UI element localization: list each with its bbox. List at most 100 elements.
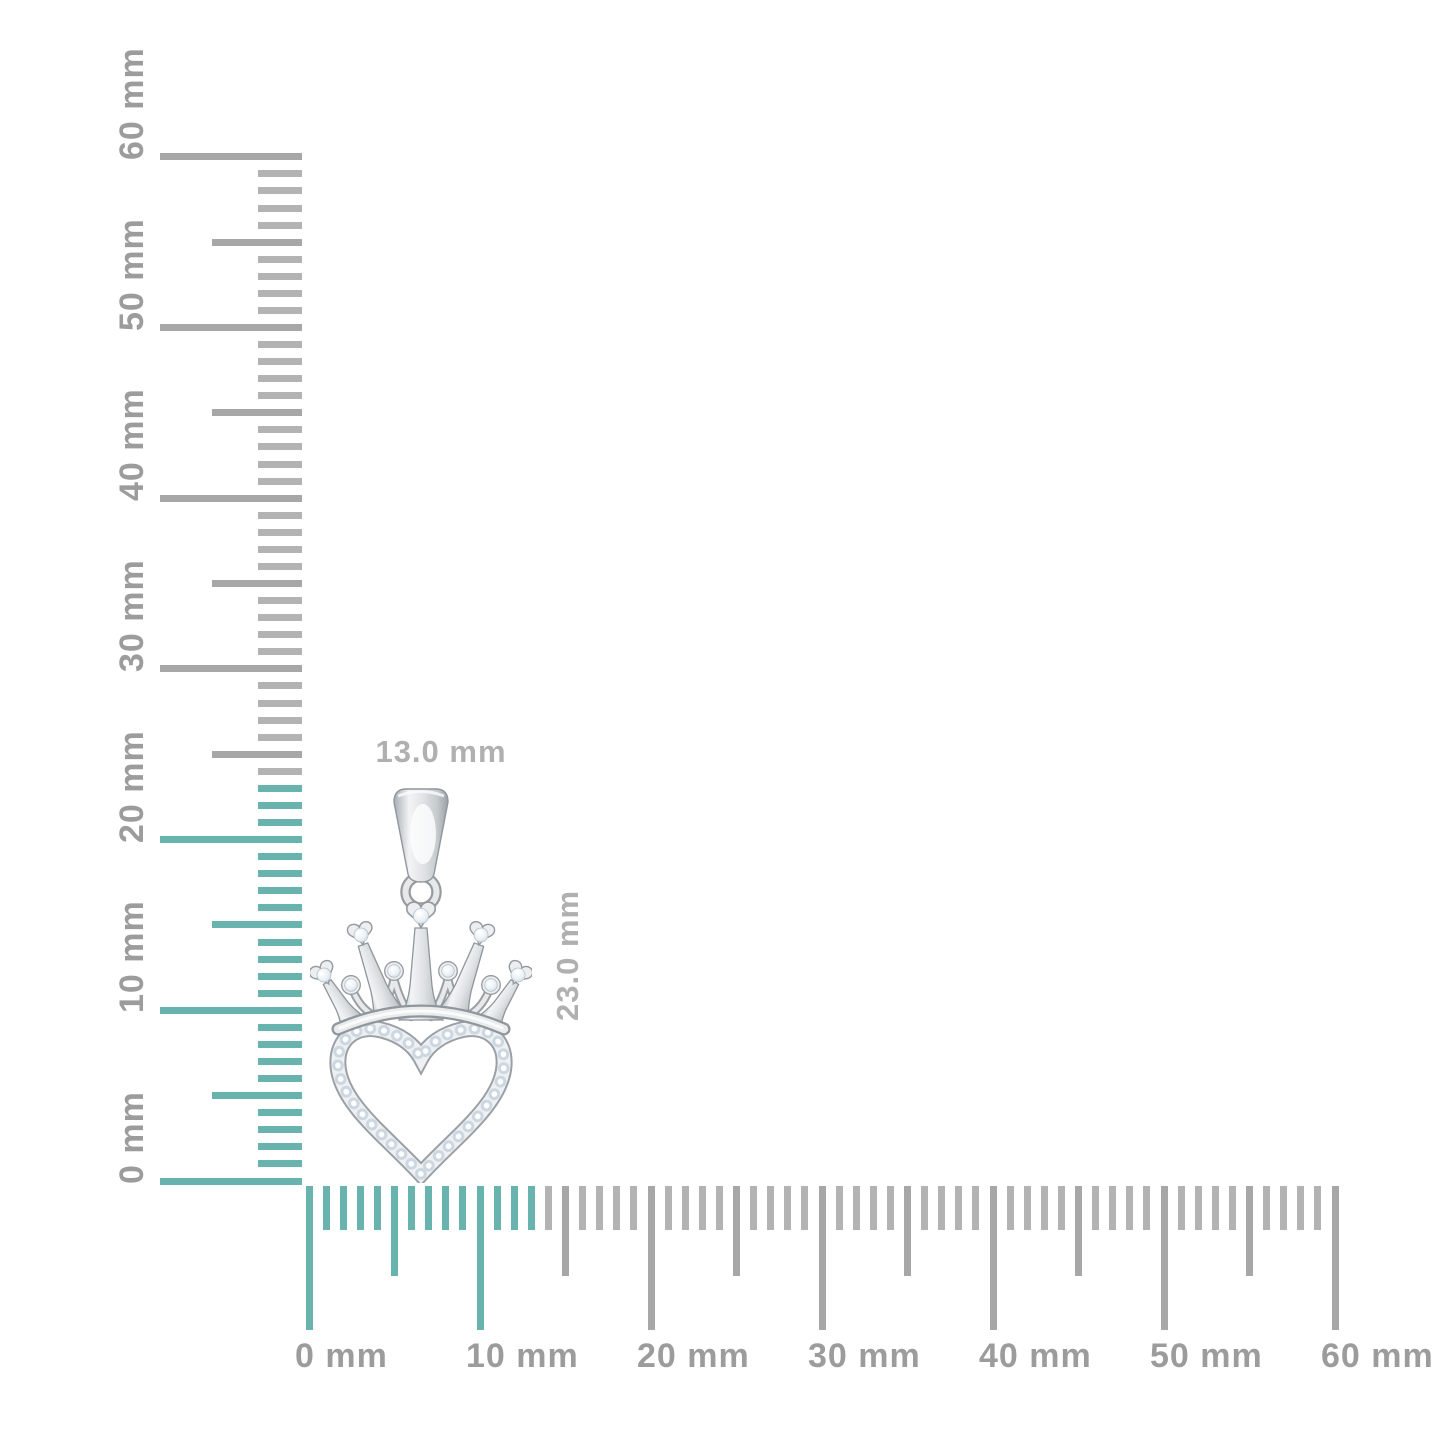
ruler-tick bbox=[750, 1186, 758, 1230]
ruler-tick bbox=[212, 238, 302, 246]
ruler-tick-highlight bbox=[527, 1186, 535, 1230]
pendant-height-label: 23.0 mm bbox=[550, 889, 585, 1021]
ruler-tick bbox=[258, 426, 302, 434]
ruler-tick bbox=[160, 324, 302, 331]
ruler-tick-highlight bbox=[160, 1006, 302, 1014]
ruler-tick bbox=[1109, 1186, 1117, 1230]
ruler-tick bbox=[258, 289, 302, 297]
ruler-tick-highlight bbox=[476, 1186, 484, 1330]
ruler-tick-highlight bbox=[258, 870, 302, 878]
ruler-tick-highlight bbox=[212, 921, 302, 929]
pendant-image bbox=[310, 788, 532, 1183]
ruler-tick bbox=[818, 1186, 826, 1330]
ruler-tick bbox=[1246, 1186, 1253, 1276]
ruler-tick bbox=[258, 716, 302, 724]
ruler-tick bbox=[258, 528, 302, 536]
ruler-tick-highlight bbox=[356, 1186, 364, 1230]
ruler-tick bbox=[698, 1186, 706, 1230]
ruler-tick bbox=[212, 580, 302, 588]
ruler-tick bbox=[1280, 1186, 1288, 1230]
ruler-tick bbox=[613, 1186, 621, 1230]
ruler-tick bbox=[869, 1186, 877, 1230]
ruler-tick bbox=[258, 341, 302, 349]
ruler-tick-highlight bbox=[258, 1058, 302, 1065]
ruler-tick bbox=[258, 631, 302, 639]
ruler-tick bbox=[544, 1186, 552, 1230]
ruler-tick-highlight bbox=[459, 1186, 467, 1230]
ruler-tick bbox=[258, 204, 302, 212]
ruler-tick-highlight bbox=[160, 1177, 302, 1185]
ruler-tick bbox=[1314, 1186, 1322, 1230]
ruler-tick bbox=[258, 170, 302, 178]
vertical-ruler-label: 20 mm bbox=[113, 729, 151, 843]
ruler-tick-highlight bbox=[258, 1040, 302, 1048]
crown-arch-diamonds bbox=[341, 961, 501, 995]
ruler-tick-highlight bbox=[258, 989, 302, 997]
ruler-tick bbox=[258, 477, 302, 485]
ruler-tick-highlight bbox=[391, 1186, 398, 1276]
ruler-tick-highlight bbox=[212, 1092, 302, 1100]
horizontal-ruler-label: 30 mm bbox=[808, 1337, 921, 1375]
ruler-tick bbox=[1040, 1186, 1048, 1230]
ruler-tick bbox=[1160, 1186, 1168, 1330]
ruler-tick bbox=[921, 1186, 929, 1230]
ruler-tick bbox=[1331, 1186, 1339, 1330]
ruler-tick bbox=[1075, 1186, 1082, 1276]
ruler-tick-highlight bbox=[258, 1075, 302, 1083]
vertical-ruler-label: 30 mm bbox=[113, 559, 151, 672]
ruler-tick bbox=[258, 358, 302, 366]
ruler-tick bbox=[160, 153, 302, 161]
ruler-tick bbox=[258, 614, 302, 622]
ruler-tick bbox=[1263, 1186, 1271, 1230]
ruler-tick bbox=[955, 1186, 963, 1230]
ruler-tick bbox=[258, 306, 302, 314]
ruler-tick-highlight bbox=[408, 1186, 416, 1230]
ruler-tick-highlight bbox=[258, 887, 302, 895]
ruler-tick bbox=[1194, 1186, 1202, 1230]
ruler-tick bbox=[1177, 1186, 1185, 1230]
ruler-tick bbox=[258, 648, 302, 656]
horizontal-ruler-label: 50 mm bbox=[1150, 1337, 1263, 1375]
pendant-width-label: 13.0 mm bbox=[375, 734, 507, 769]
ruler-tick-highlight bbox=[258, 955, 302, 963]
ruler-tick bbox=[1006, 1186, 1014, 1230]
ruler-tick-highlight bbox=[510, 1186, 518, 1230]
ruler-tick bbox=[258, 221, 302, 229]
ruler-tick-highlight bbox=[258, 801, 302, 809]
ruler-tick bbox=[1211, 1186, 1219, 1230]
ruler-tick bbox=[562, 1186, 569, 1276]
ruler-tick-highlight bbox=[258, 938, 302, 946]
ruler-tick bbox=[938, 1186, 946, 1230]
ruler-tick bbox=[733, 1186, 740, 1276]
vertical-ruler-label: 60 mm bbox=[113, 47, 151, 160]
ruler-tick bbox=[1023, 1186, 1031, 1230]
ruler-tick bbox=[258, 443, 302, 451]
ruler-tick-highlight bbox=[339, 1186, 347, 1230]
vertical-ruler-label: 10 mm bbox=[113, 900, 151, 1014]
ruler-tick bbox=[1228, 1186, 1236, 1230]
ruler-tick bbox=[258, 562, 302, 570]
ruler-tick-highlight bbox=[305, 1186, 313, 1330]
crown-band bbox=[331, 1004, 511, 1036]
vertical-ruler-label: 0 mm bbox=[113, 1091, 151, 1184]
ruler-tick-highlight bbox=[160, 836, 302, 844]
horizontal-ruler-label: 60 mm bbox=[1321, 1337, 1434, 1375]
ruler-tick bbox=[258, 682, 302, 690]
ruler-tick bbox=[1057, 1186, 1065, 1230]
ruler-tick bbox=[835, 1186, 843, 1230]
ruler-tick-highlight bbox=[373, 1186, 381, 1230]
ruler-tick bbox=[258, 187, 302, 195]
ruler-tick bbox=[886, 1186, 894, 1230]
ruler-tick bbox=[258, 392, 302, 400]
ruler-tick-highlight bbox=[425, 1186, 433, 1230]
ruler-tick-highlight bbox=[258, 904, 302, 912]
ruler-tick bbox=[160, 494, 302, 502]
crown-center-heart-tip bbox=[405, 901, 437, 929]
ruler-tick bbox=[160, 665, 302, 673]
ruler-tick bbox=[647, 1186, 655, 1330]
ruler-tick bbox=[258, 699, 302, 707]
ruler-tick bbox=[258, 272, 302, 280]
ruler-tick bbox=[258, 460, 302, 468]
ruler-tick bbox=[258, 545, 302, 553]
